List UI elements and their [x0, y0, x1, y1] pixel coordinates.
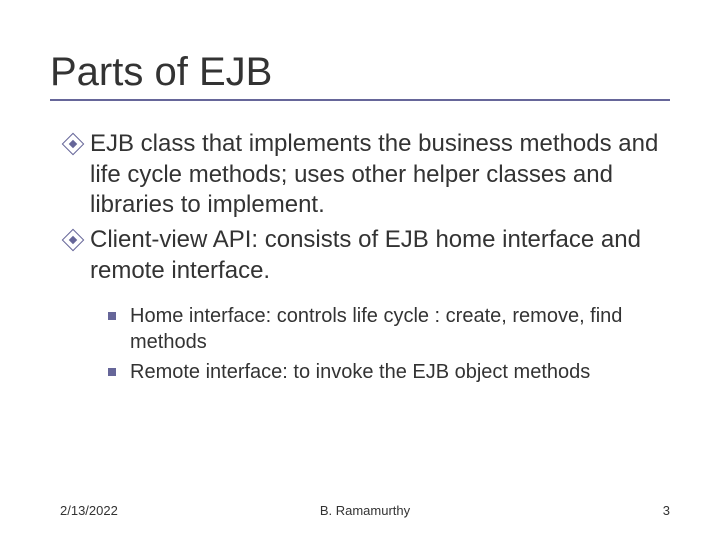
bullet-text: EJB class that implements the business m… — [90, 129, 670, 221]
sub-list: Home interface: controls life cycle : cr… — [66, 303, 670, 385]
footer-date: 2/13/2022 — [60, 503, 118, 518]
slide: Parts of EJB EJB class that implements t… — [0, 0, 720, 540]
list-item: EJB class that implements the business m… — [66, 129, 670, 221]
bullet-text: Client-view API: consists of EJB home in… — [90, 225, 670, 286]
square-bullet-icon — [108, 368, 116, 376]
footer-author: B. Ramamurthy — [320, 503, 410, 518]
footer: 2/13/2022 B. Ramamurthy 3 — [60, 503, 670, 518]
sub-bullet-text: Remote interface: to invoke the EJB obje… — [130, 359, 590, 385]
list-item: Client-view API: consists of EJB home in… — [66, 225, 670, 286]
footer-page-number: 3 — [663, 503, 670, 518]
diamond-bullet-icon — [66, 137, 80, 151]
body-content: EJB class that implements the business m… — [50, 129, 670, 385]
list-item: Home interface: controls life cycle : cr… — [108, 303, 670, 355]
diamond-bullet-icon — [66, 233, 80, 247]
sub-bullet-text: Home interface: controls life cycle : cr… — [130, 303, 670, 355]
title-area: Parts of EJB — [50, 50, 670, 101]
square-bullet-icon — [108, 312, 116, 320]
list-item: Remote interface: to invoke the EJB obje… — [108, 359, 670, 385]
slide-title: Parts of EJB — [50, 50, 670, 95]
